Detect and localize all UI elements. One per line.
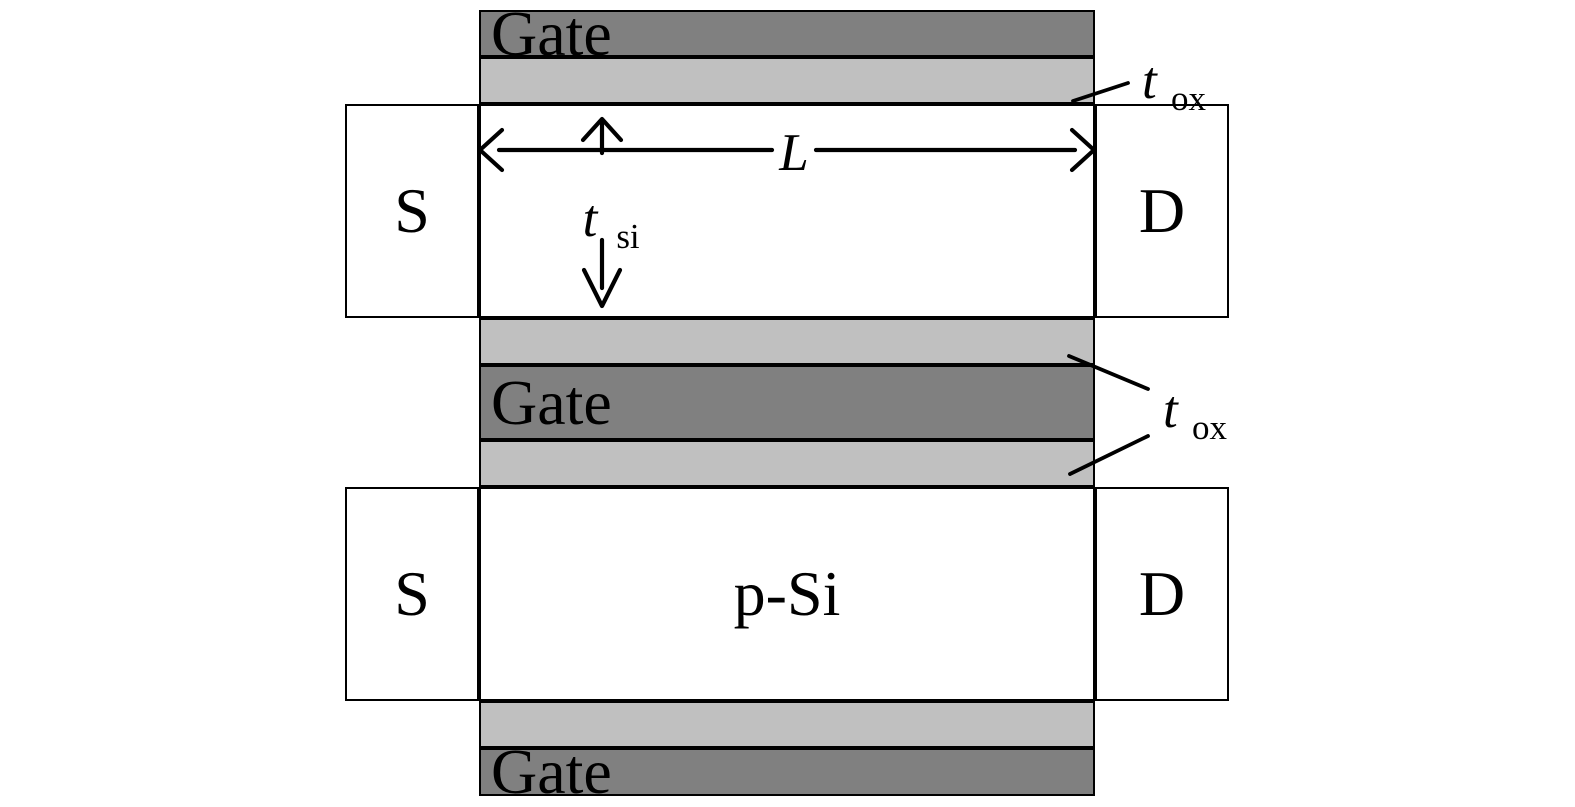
svg-text:ox: ox: [1192, 408, 1228, 447]
svg-text:t: t: [1163, 381, 1179, 439]
svg-text:t: t: [583, 190, 599, 248]
svg-text:ox: ox: [1171, 79, 1207, 118]
svg-text:L: L: [778, 124, 808, 182]
svg-text:si: si: [616, 217, 640, 256]
svg-text:t: t: [1142, 52, 1158, 110]
